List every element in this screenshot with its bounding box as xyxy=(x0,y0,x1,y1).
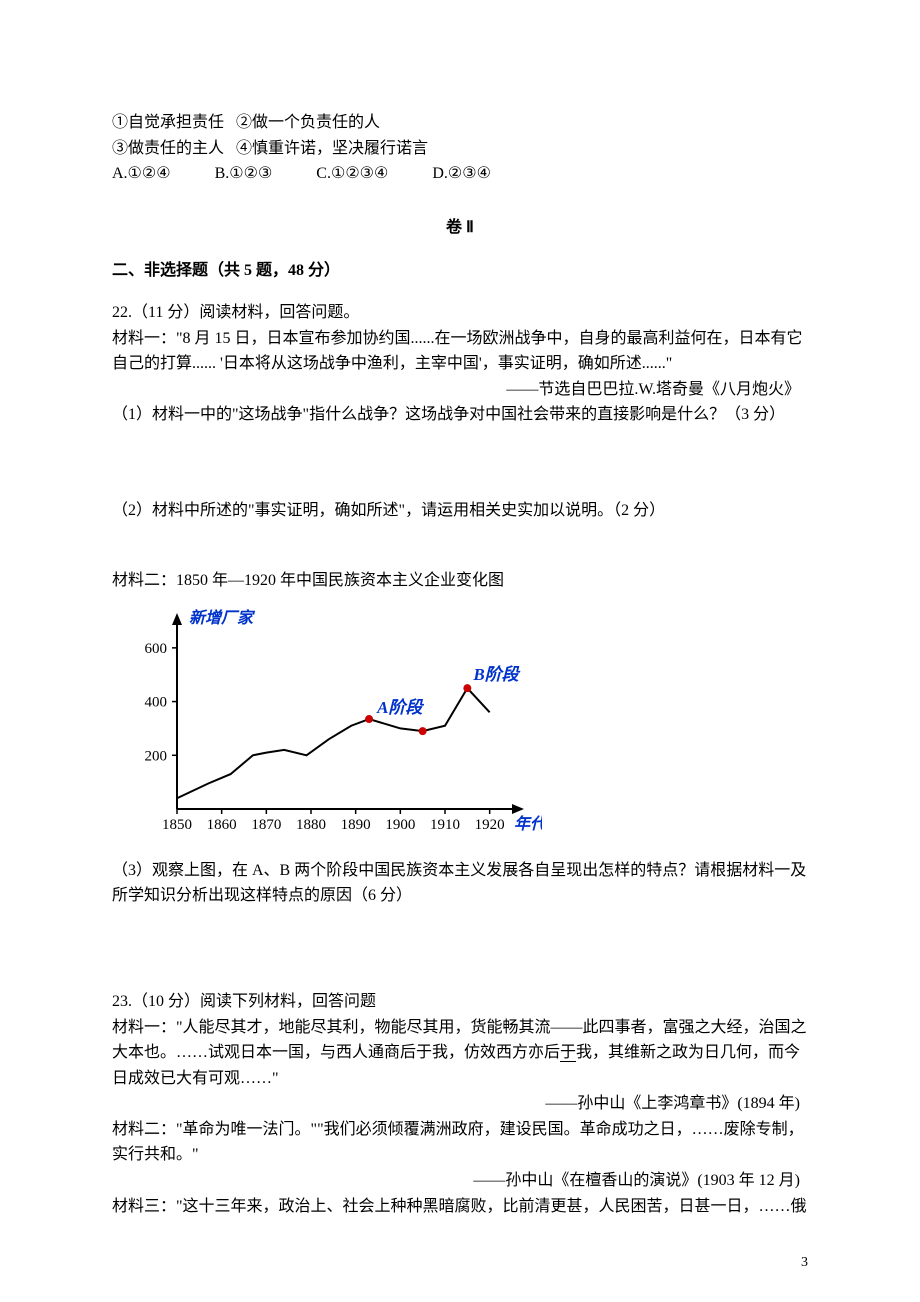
svg-text:1860: 1860 xyxy=(207,817,237,833)
q21-choice-d: D.②③④ xyxy=(432,161,491,187)
q22-part-3: （3）观察上图，在 A、B 两个阶段中国民族资本主义发展各自呈现出怎样的特点？请… xyxy=(112,858,808,909)
q22-material-1-source: ——节选自巴巴拉.W.塔奇曼《八月炮火》 xyxy=(112,377,808,403)
q22-material-2: 材料二：1850 年—1920 年中国民族资本主义企业变化图 xyxy=(112,568,808,594)
q21-choice-c: C.①②③④ xyxy=(316,161,388,187)
q21-option-4: ④慎重许诺，坚决履行诺言 xyxy=(236,140,428,157)
q23-material-2-source: ——孙中山《在檀香山的演说》(1903 年 12 月) xyxy=(112,1168,808,1194)
q21-option-3: ③做责任的主人 xyxy=(112,140,224,157)
svg-text:200: 200 xyxy=(145,748,168,764)
q22-material-1: 材料一："8 月 15 日，日本宣布参加协约国......在一场欧洲战争中，自身… xyxy=(112,326,808,377)
q21-choice-a: A.①②④ xyxy=(112,161,171,187)
q23-material-1: 材料一："人能尽其才，地能尽其利，物能尽其用，货能畅其流——此四事者，富强之大经… xyxy=(112,1015,808,1092)
q21-option-1: ①自觉承担责任 xyxy=(112,114,224,131)
svg-text:1850: 1850 xyxy=(162,817,192,833)
svg-text:1920: 1920 xyxy=(475,817,505,833)
page-number: 3 xyxy=(801,1252,808,1274)
q21-choice-b: B.①②③ xyxy=(215,161,273,187)
svg-text:新增厂家: 新增厂家 xyxy=(189,609,256,627)
q22-part-2: （2）材料中所述的"事实证明，确如所述"，请运用相关史实加以说明。（2 分） xyxy=(112,498,808,524)
q22-part-1: （1）材料一中的"这场战争"指什么战争？这场战争对中国社会带来的直接影响是什么？… xyxy=(112,402,808,428)
q22-intro: 22.（11 分）阅读材料，回答问题。 xyxy=(112,300,808,326)
svg-text:1880: 1880 xyxy=(296,817,326,833)
q23-material-2: 材料二："革命为唯一法门。""我们必须倾覆满洲政府，建设民国。革命成功之日，……… xyxy=(112,1117,808,1168)
q21-option-2: ②做一个负责任的人 xyxy=(236,114,380,131)
svg-text:年代: 年代 xyxy=(514,815,542,833)
q22-chart: 200 400 600 1850 1860 1870 1880 1890 1900 1910 192… xyxy=(122,601,808,850)
svg-text:1900: 1900 xyxy=(385,817,415,833)
svg-text:400: 400 xyxy=(145,695,168,711)
svg-text:B阶段: B阶段 xyxy=(472,665,520,684)
svg-text:1870: 1870 xyxy=(251,817,281,833)
volume-2-header: 卷 Ⅱ xyxy=(112,215,808,241)
svg-text:1910: 1910 xyxy=(430,817,460,833)
svg-text:1890: 1890 xyxy=(341,817,371,833)
q23-material-1-source: ——孙中山《上李鸿章书》(1894 年) xyxy=(112,1091,808,1117)
q23-material-3: 材料三："这十三年来，政治上、社会上种种黑暗腐败，比前清更甚，人民困苦，日甚一日… xyxy=(112,1194,808,1220)
section-2-header: 二、非选择题（共 5 题，48 分） xyxy=(112,258,808,284)
svg-text:600: 600 xyxy=(145,641,168,657)
svg-text:A阶段: A阶段 xyxy=(376,698,424,717)
q23-intro: 23.（10 分）阅读下列材料，回答问题 xyxy=(112,989,808,1015)
